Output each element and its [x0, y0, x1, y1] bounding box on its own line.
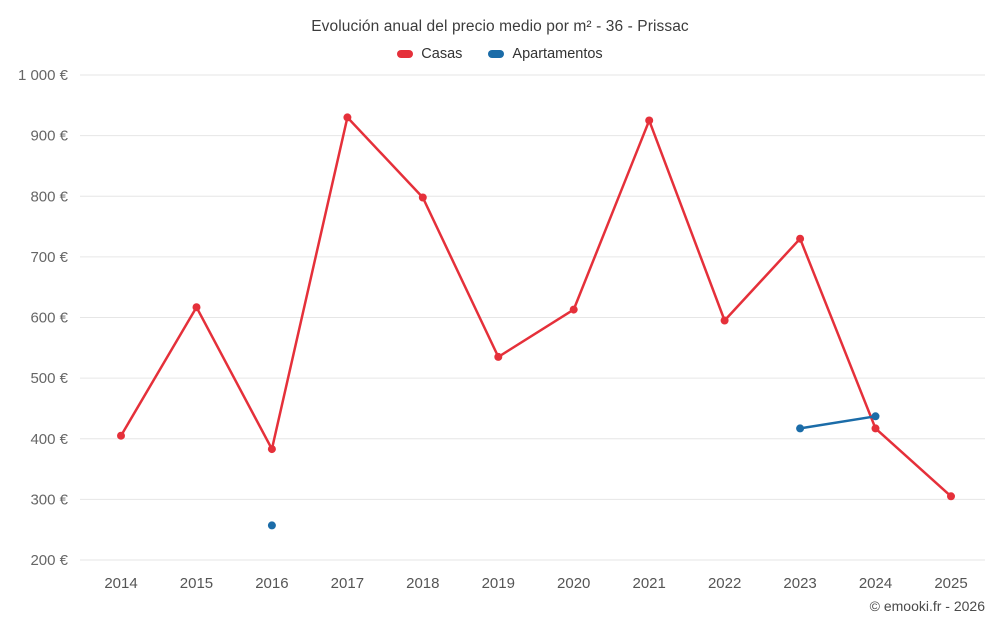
data-point-marker[interactable]: [267, 521, 276, 530]
y-tick-label: 500 €: [30, 370, 68, 387]
x-tick-label: 2024: [859, 575, 892, 592]
data-point-marker[interactable]: [871, 424, 880, 433]
y-tick-label: 900 €: [30, 128, 68, 145]
y-tick-label: 600 €: [30, 310, 68, 327]
x-tick-label: 2018: [406, 575, 439, 592]
x-tick-label: 2017: [331, 575, 364, 592]
y-tick-label: 800 €: [30, 188, 68, 205]
series-line: [119, 116, 953, 498]
data-point-marker[interactable]: [494, 352, 503, 361]
y-tick-label: 1 000 €: [18, 67, 69, 84]
x-tick-label: 2025: [934, 575, 967, 592]
chart-title: Evolución anual del precio medio por m² …: [311, 18, 689, 35]
data-point-marker[interactable]: [947, 492, 955, 501]
y-tick-label: 300 €: [30, 491, 68, 508]
data-point-marker[interactable]: [267, 445, 276, 454]
legend-swatch-casas: [397, 50, 414, 58]
data-point-marker[interactable]: [343, 113, 352, 122]
x-tick-label: 2016: [255, 575, 288, 592]
x-tick-label: 2019: [482, 575, 515, 592]
legend-item-casas[interactable]: Casas: [397, 46, 462, 62]
legend-item-apartamentos[interactable]: Apartamentos: [488, 46, 603, 62]
x-tick-label: 2014: [104, 575, 137, 592]
copyright-notice: © emooki.fr - 2026: [869, 598, 985, 614]
data-point-marker[interactable]: [871, 412, 880, 421]
x-tick-label: 2021: [632, 575, 665, 592]
y-tick-label: 700 €: [30, 249, 68, 266]
x-tick-label: 2022: [708, 575, 741, 592]
data-point-marker[interactable]: [569, 305, 578, 314]
x-tick-label: 2023: [783, 575, 816, 592]
legend-label-apartamentos: Apartamentos: [512, 46, 603, 62]
series-line: [798, 415, 877, 430]
data-point-marker[interactable]: [645, 116, 654, 125]
y-tick-label: 200 €: [30, 552, 68, 569]
legend-label-casas: Casas: [421, 46, 463, 62]
data-point-marker[interactable]: [117, 431, 125, 440]
chart-legend: Casas Apartamentos: [0, 46, 1000, 62]
data-point-marker[interactable]: [192, 303, 201, 312]
data-point-marker[interactable]: [796, 234, 805, 243]
data-point-marker[interactable]: [418, 193, 427, 202]
x-tick-label: 2020: [557, 575, 590, 592]
y-tick-label: 400 €: [30, 431, 68, 448]
data-point-marker[interactable]: [796, 424, 805, 433]
data-point-marker[interactable]: [720, 316, 729, 325]
legend-swatch-apartamentos: [488, 50, 505, 58]
x-tick-label: 2015: [180, 575, 213, 592]
